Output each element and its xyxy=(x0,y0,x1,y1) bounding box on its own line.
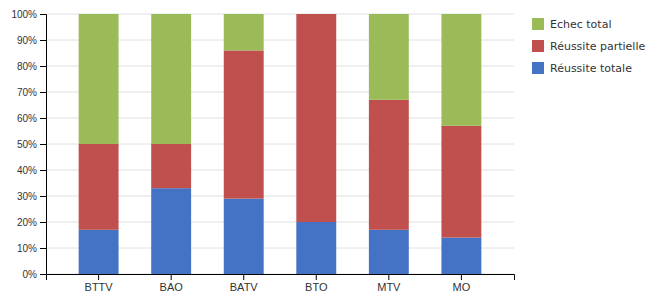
y-tick: 20% xyxy=(17,217,46,228)
y-tick-mark xyxy=(40,222,46,223)
bar-segment xyxy=(151,144,191,188)
bar-segment xyxy=(224,14,264,50)
x-tick-mark xyxy=(243,274,244,280)
bar-segment xyxy=(441,14,481,126)
bar-segment xyxy=(151,188,191,274)
series xyxy=(79,188,482,274)
y-tick-label: 90% xyxy=(17,35,37,46)
x-tick-mark xyxy=(388,274,389,280)
legend-swatch xyxy=(532,62,544,74)
series xyxy=(79,14,482,238)
legend-item: Réussite partielle xyxy=(532,40,645,53)
y-tick-mark xyxy=(40,92,46,93)
series xyxy=(79,14,482,144)
x-tick: BTO xyxy=(305,274,328,293)
bar-segment xyxy=(369,14,409,100)
y-tick-mark xyxy=(40,196,46,197)
bar-segment xyxy=(441,126,481,238)
bar-segment xyxy=(369,230,409,274)
legend-label: Réussite partielle xyxy=(550,40,645,53)
legend-item: Echec total xyxy=(532,18,611,31)
y-tick-mark xyxy=(40,248,46,249)
y-tick-label: 50% xyxy=(17,139,37,150)
y-tick-label: 80% xyxy=(17,61,37,72)
x-axis-line xyxy=(47,275,515,281)
grid xyxy=(46,14,514,274)
y-tick-mark xyxy=(40,170,46,171)
legend-swatch xyxy=(532,40,544,52)
bar-segment xyxy=(79,14,119,144)
y-tick: 100% xyxy=(11,9,46,20)
bar-segment xyxy=(79,230,119,274)
y-tick-label: 60% xyxy=(17,113,37,124)
y-tick: 80% xyxy=(17,61,46,72)
y-tick-label: 0% xyxy=(23,269,38,280)
y-tick: 30% xyxy=(17,191,46,202)
y-tick: 70% xyxy=(17,87,46,98)
x-tick-label: BAO xyxy=(160,281,184,293)
x-tick-label: BTTV xyxy=(85,281,114,293)
y-tick-mark xyxy=(40,66,46,67)
y-tick-mark xyxy=(40,274,46,275)
legend-item: Réussite totale xyxy=(532,62,632,75)
y-tick: 90% xyxy=(17,35,46,46)
y-tick: 40% xyxy=(17,165,46,176)
chart: BTTV BAO BATV BTO MTV MO 0% 10% 20% 30% 40% 50% 60% 7… xyxy=(0,0,664,304)
bar-segment xyxy=(369,100,409,230)
x-tick-mark xyxy=(98,274,99,280)
x-tick-label: BTO xyxy=(305,281,328,293)
x-tick-label: BATV xyxy=(230,281,259,293)
x-tick: MTV xyxy=(377,274,401,293)
y-axis: 0% 10% 20% 30% 40% 50% 60% 70% 80% 90% 100% xyxy=(11,9,46,280)
x-tick: BTTV xyxy=(85,274,114,293)
y-tick-label: 30% xyxy=(17,191,37,202)
x-tick-mark xyxy=(316,274,317,280)
y-tick: 60% xyxy=(17,113,46,124)
legend-label: Réussite totale xyxy=(550,62,632,75)
bar-segment xyxy=(296,14,336,15)
y-tick-mark xyxy=(40,14,46,15)
x-axis: BTTV BAO BATV BTO MTV MO xyxy=(47,274,515,293)
y-tick: 0% xyxy=(23,269,46,280)
y-tick: 10% xyxy=(17,243,46,254)
bar-segment xyxy=(224,50,264,198)
y-tick-label: 10% xyxy=(17,243,37,254)
plot: BTTV BAO BATV BTO MTV MO 0% 10% 20% 30% 40% 50% 60% 7… xyxy=(11,9,514,293)
legend-swatch xyxy=(532,18,544,30)
y-axis-line xyxy=(40,15,47,275)
bar-segment xyxy=(151,14,191,144)
x-tick: MO xyxy=(453,274,471,293)
bar-segment xyxy=(441,238,481,274)
x-tick-label: MO xyxy=(453,281,471,293)
y-tick-label: 70% xyxy=(17,87,37,98)
y-tick-mark xyxy=(40,144,46,145)
legend-label: Echec total xyxy=(550,18,611,31)
y-tick-label: 100% xyxy=(11,9,37,20)
x-tick-mark xyxy=(171,274,172,280)
bars xyxy=(79,14,482,274)
y-tick: 50% xyxy=(17,139,46,150)
bar-segment xyxy=(296,222,336,274)
y-tick-label: 40% xyxy=(17,165,37,176)
legend: Echec total Réussite partielle Réussite to… xyxy=(532,18,645,75)
x-tick: BATV xyxy=(230,274,259,293)
y-tick-mark xyxy=(40,118,46,119)
bar-segment xyxy=(224,199,264,274)
x-tick-mark xyxy=(461,274,462,280)
y-tick-mark xyxy=(40,40,46,41)
x-tick: BAO xyxy=(160,274,184,293)
bar-segment xyxy=(296,14,336,222)
y-tick-label: 20% xyxy=(17,217,37,228)
x-tick-label: MTV xyxy=(377,281,401,293)
bar-segment xyxy=(79,144,119,230)
